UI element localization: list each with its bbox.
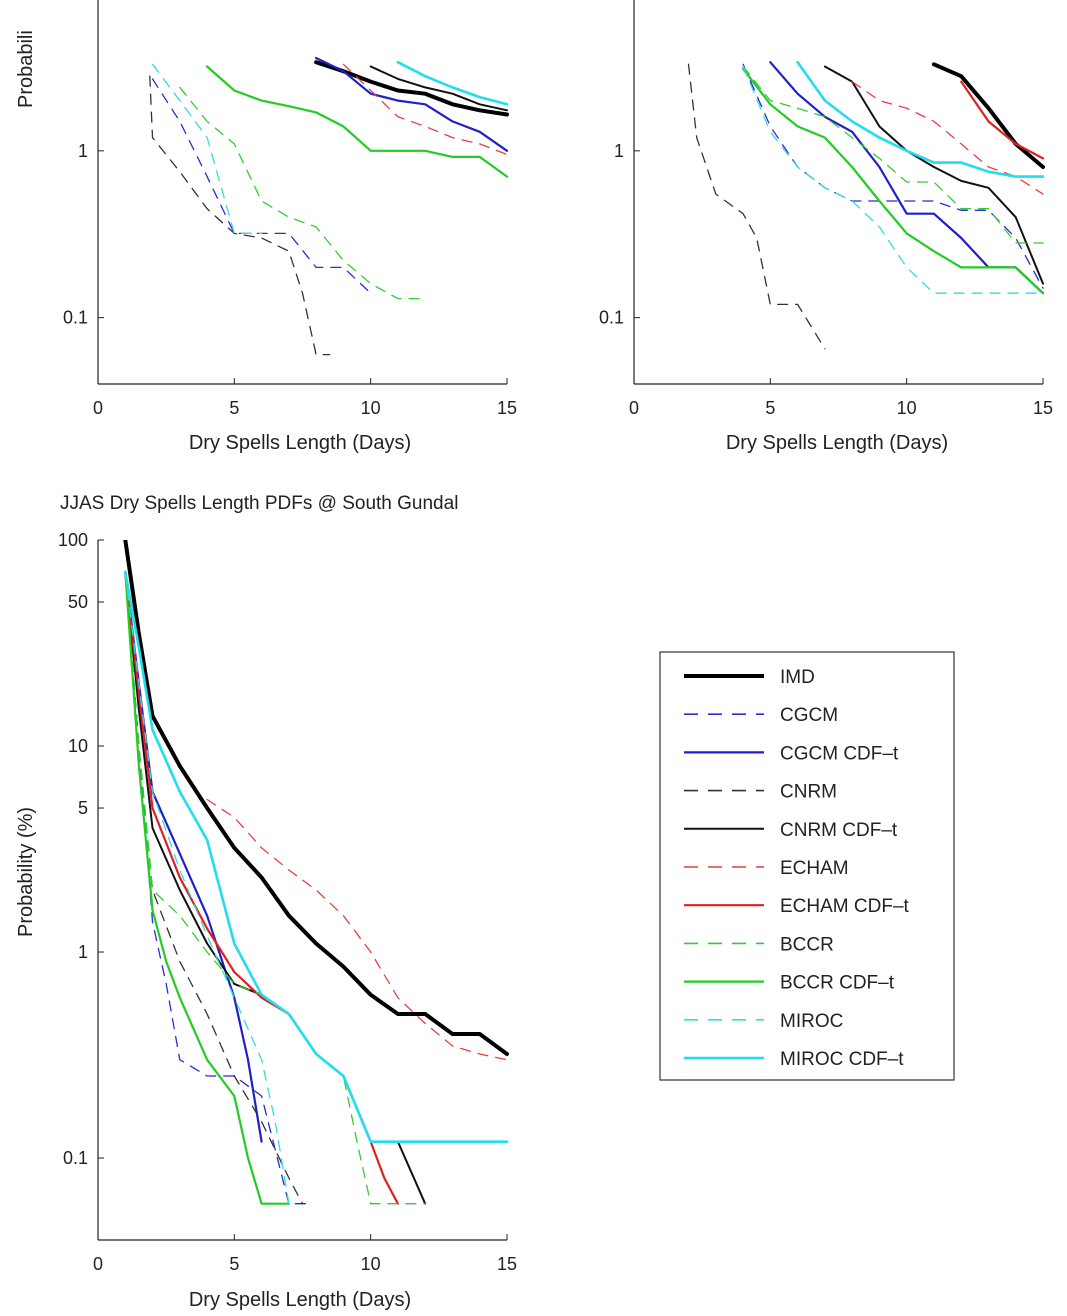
series-line-bccr <box>742 65 1044 244</box>
series-line-miroc-cdf-t <box>396 60 509 106</box>
x-tick-label: 0 <box>93 398 103 418</box>
panel-c-y-axis-label: Probability (%) <box>15 807 37 937</box>
x-tick-label: 10 <box>361 398 381 418</box>
x-tick-label: 5 <box>765 398 775 418</box>
legend-label: BCCR CDF–t <box>780 973 895 994</box>
legend-label: MIROC CDF–t <box>780 1049 904 1070</box>
legend-label: CGCM <box>780 705 838 726</box>
series-line-cgcm <box>124 571 312 1205</box>
series-layer <box>687 60 1045 350</box>
legend-label: CGCM CDF–t <box>780 743 899 764</box>
series-line-cnrm-cdf-t <box>823 65 1044 285</box>
x-tick-label: 5 <box>229 398 239 418</box>
y-tick-label: 0.1 <box>63 1148 88 1168</box>
series-line-bccr-cdf-t <box>206 65 509 178</box>
legend-label: ECHAM <box>780 858 849 879</box>
series-line-bccr-cdf-t <box>124 570 290 1205</box>
legend-box <box>659 651 955 1081</box>
series-line-cnrm <box>149 75 331 356</box>
series-line-imd <box>314 60 509 117</box>
legend-label: CNRM CDF–t <box>780 820 898 841</box>
panel-b-top-right: 0 5 10 15 1 0.1 <box>599 0 1053 418</box>
series-layer <box>123 540 509 1205</box>
series-layer <box>149 56 509 356</box>
y-tick-label: 10 <box>68 736 88 756</box>
series-line-imd <box>931 62 1045 169</box>
x-tick-label: 15 <box>1033 398 1053 418</box>
y-tick-label: 1 <box>614 141 624 161</box>
y-tick-label: 1 <box>78 942 88 962</box>
series-line-cgcm <box>151 78 372 294</box>
series-line-cgcm <box>742 63 1044 289</box>
series-line-miroc <box>742 65 1044 294</box>
legend-label: ECHAM CDF–t <box>780 896 910 917</box>
series-line-bccr-cdf-t <box>741 67 1045 295</box>
x-tick-label: 15 <box>497 398 517 418</box>
y-tick-label: 100 <box>58 530 88 550</box>
legend-label: IMD <box>780 667 815 688</box>
series-line-miroc <box>151 63 263 235</box>
panel-c-south-gundal: 0 5 10 15 100 50 10 5 1 0.1 <box>58 530 517 1274</box>
legend-label: CNRM <box>780 782 837 803</box>
series-line-cgcm-cdf-t <box>315 56 509 152</box>
series-line-miroc-cdf-t <box>124 570 509 1143</box>
x-tick-label: 0 <box>629 398 639 418</box>
series-line-bccr <box>124 571 426 1205</box>
x-tick-label: 10 <box>897 398 917 418</box>
series-line-cnrm <box>687 63 826 350</box>
legend-label: MIROC <box>780 1011 843 1032</box>
panel-a-y-axis-label: Probabili <box>15 30 37 108</box>
legend: IMD CGCM CGCM CDF–t CNRM CNRM CDF–t ECHAM ECHA… <box>659 651 955 1081</box>
x-tick-label: 5 <box>229 1254 239 1274</box>
chart-title-south-gundal: JJAS Dry Spells Length PDFs @ South Gund… <box>60 493 458 514</box>
y-tick-label: 0.1 <box>599 308 624 328</box>
y-tick-label: 0.1 <box>63 308 88 328</box>
legend-label: BCCR <box>780 934 834 955</box>
panel-a-top-left: 0 5 10 15 1 0.1 <box>63 0 517 418</box>
series-line-miroc <box>124 571 290 1205</box>
panel-b-x-axis-label: Dry Spells Length (Days) <box>726 432 948 454</box>
x-tick-label: 15 <box>497 1254 517 1274</box>
panel-a-x-axis-label: Dry Spells Length (Days) <box>189 432 411 454</box>
x-tick-label: 10 <box>361 1254 381 1274</box>
series-line-echam-cdf-t <box>960 80 1045 160</box>
series-line-cnrm-cdf-t <box>369 65 508 112</box>
panel-c-x-axis-label: Dry Spells Length (Days) <box>189 1289 411 1311</box>
series-line-miroc-cdf-t <box>796 60 1045 178</box>
x-tick-label: 0 <box>93 1254 103 1274</box>
series-line-cnrm-cdf-t <box>124 570 427 1205</box>
series-line-echam <box>342 63 508 156</box>
series-line-imd <box>123 540 509 1056</box>
y-tick-label: 50 <box>68 592 88 612</box>
series-line-echam <box>206 798 508 1061</box>
series-line-cnrm <box>124 571 304 1205</box>
y-tick-label: 1 <box>78 141 88 161</box>
y-tick-label: 5 <box>78 798 88 818</box>
series-line-bccr <box>179 86 426 300</box>
